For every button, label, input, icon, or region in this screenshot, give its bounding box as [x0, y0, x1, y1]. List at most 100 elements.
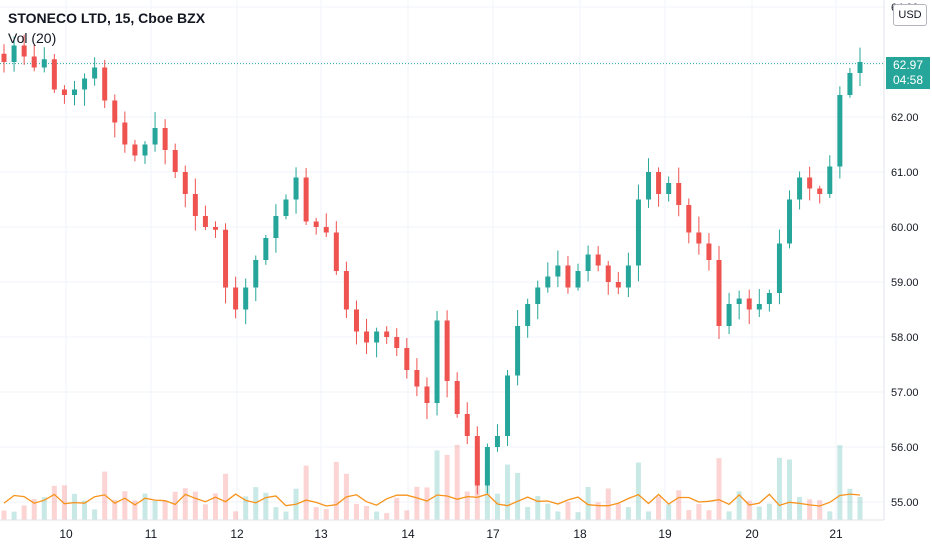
symbol-title[interactable]: STONECO LTD, 15, Cboe BZX	[8, 10, 206, 26]
time-tick-label: 19	[658, 527, 672, 541]
time-tick-label: 18	[573, 527, 587, 541]
volume-bar	[505, 464, 511, 520]
volume-bar	[585, 486, 591, 520]
candle-body	[515, 326, 521, 376]
candle-body	[152, 128, 158, 145]
candle-body	[464, 414, 470, 436]
candle-body	[424, 386, 430, 403]
last-price-value: 62.97	[892, 58, 924, 72]
candle-body	[31, 56, 37, 68]
volume-bar	[666, 504, 672, 520]
volume-bar	[746, 500, 752, 520]
candle-body	[202, 216, 208, 227]
price-tick-label: 55.00	[891, 497, 919, 509]
price-tick-label: 56.00	[891, 442, 919, 454]
candle-body	[736, 298, 742, 304]
time-tick-label: 11	[145, 527, 158, 541]
candle-body	[243, 287, 249, 310]
candle-body	[686, 205, 692, 233]
price-tick-label: 59.00	[891, 277, 919, 289]
grid-lines	[0, 0, 884, 520]
volume-bar	[605, 488, 611, 520]
volume-bar	[696, 503, 702, 520]
candle-body	[384, 331, 390, 337]
volume-bar	[303, 465, 309, 520]
volume-bar	[1, 510, 7, 520]
candle-body	[847, 73, 853, 95]
volume-bar	[464, 491, 470, 520]
candle-body	[766, 293, 772, 304]
candle-body	[756, 304, 762, 310]
candlestick-series	[1, 34, 863, 495]
volume-bar	[494, 493, 500, 520]
candle-body	[505, 375, 511, 436]
candle-body	[41, 59, 47, 68]
candle-body	[11, 45, 17, 62]
volume-bar	[525, 507, 531, 520]
volume-bar	[11, 511, 17, 520]
volume-indicator-label[interactable]: Vol (20)	[8, 30, 57, 46]
volume-bar	[736, 491, 742, 520]
candle-body	[394, 337, 400, 348]
volume-bar	[132, 500, 138, 520]
candle-body	[303, 177, 309, 222]
candle-body	[223, 229, 229, 288]
candle-body	[192, 194, 198, 216]
candle-body	[787, 199, 793, 244]
volume-bar	[283, 511, 289, 520]
volume-bar	[233, 511, 239, 520]
candle-body	[525, 304, 531, 326]
volume-bar	[776, 457, 782, 520]
candle-body	[807, 177, 813, 189]
volume-bar	[152, 500, 158, 520]
volume-bar	[424, 487, 430, 520]
volume-bar	[82, 500, 88, 520]
candle-body	[565, 265, 571, 288]
candle-body	[575, 271, 581, 288]
volume-bar	[615, 503, 621, 520]
volume-bar	[414, 486, 420, 520]
volume-bar	[535, 496, 541, 520]
candle-body	[253, 260, 259, 288]
volume-bar	[92, 509, 98, 520]
candle-body	[102, 67, 108, 101]
volume-bar	[515, 472, 521, 520]
volume-bar	[364, 505, 370, 520]
time-tick-label: 14	[401, 527, 415, 541]
candle-body	[323, 227, 329, 233]
volume-bar	[595, 502, 601, 520]
candle-body	[696, 232, 702, 244]
volume-bar	[71, 493, 77, 520]
volume-bar	[756, 506, 762, 520]
time-axis[interactable]: 10 11 12 13 14 17 18 19 20 21	[59, 527, 843, 541]
candle-body	[1, 53, 7, 62]
currency-button[interactable]: USD	[893, 4, 927, 26]
candle-body	[676, 183, 682, 205]
candle-body	[414, 370, 420, 387]
volume-bar	[444, 454, 450, 520]
time-tick-label: 17	[486, 527, 500, 541]
candle-body	[212, 227, 218, 230]
candle-body	[263, 238, 269, 260]
volume-bar	[374, 511, 380, 520]
candle-body	[172, 150, 178, 172]
volume-bar	[575, 512, 581, 520]
volume-bar	[837, 445, 843, 520]
candle-body	[293, 177, 299, 200]
volume-bar	[807, 499, 813, 520]
volume-bar	[51, 485, 57, 520]
time-tick-label: 21	[829, 527, 843, 541]
candle-body	[404, 348, 410, 370]
candle-body	[364, 331, 370, 343]
volume-bar	[223, 473, 229, 520]
candle-body	[666, 183, 672, 194]
volume-bar	[122, 491, 128, 520]
volume-bar	[112, 499, 118, 520]
candle-body	[333, 232, 339, 271]
volume-bar	[635, 462, 641, 520]
price-tick-label: 62.00	[891, 112, 919, 124]
candle-body	[71, 89, 77, 95]
candle-body	[635, 199, 641, 266]
volume-bar	[192, 491, 198, 520]
